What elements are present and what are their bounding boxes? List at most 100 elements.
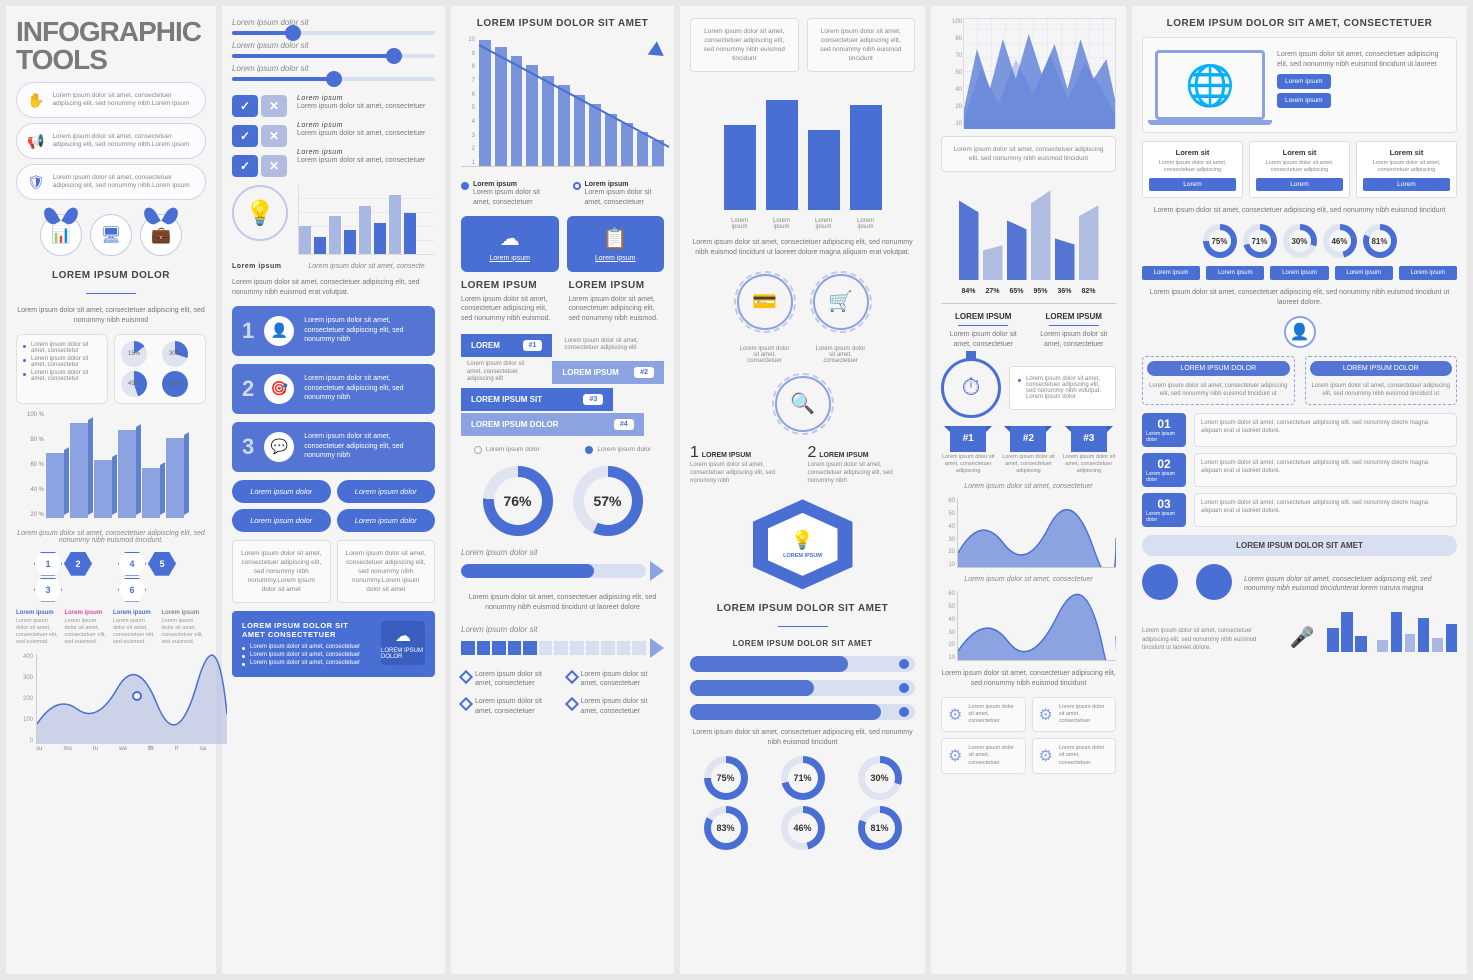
three-circle-icons: 📊 🖥 💼 (16, 214, 206, 256)
check-off[interactable]: ✕ (261, 95, 287, 117)
donut: 30% (858, 756, 902, 800)
diamond-icon (564, 697, 578, 711)
rank-3: #3 (1071, 426, 1107, 452)
podium (1327, 612, 1367, 652)
pill-button[interactable]: Lorem ipsum dolor (232, 480, 331, 503)
rank-2: #2 (1010, 426, 1046, 452)
wave-chart-2: 605040302010 (941, 591, 1116, 661)
ribbon-3: LOREM IPSUM SIT#3 (461, 388, 613, 411)
rank-badges: #1Lorem ipsum dolor sit amet, consectetu… (941, 426, 1116, 475)
numbered-text: 1 LOREM IPSUMLorem ipsum dolor sit amet,… (690, 444, 915, 485)
six-donuts: 75% 71% 30% 83% 46% 81% (690, 756, 915, 850)
diamond-list: Lorem ipsum dolor sit amet, consectetuer… (461, 697, 664, 717)
hex-6: 6 (118, 578, 146, 602)
btn[interactable]: Lorem ipsum (1206, 266, 1264, 280)
laptop-card: 🌐 Lorem ipsum dolor sit amet, consectetu… (1142, 37, 1457, 133)
donut: 30% (1283, 224, 1317, 258)
donut: 75% (704, 756, 748, 800)
podium-icon: 🎤 (1287, 622, 1317, 652)
megaphone-icon: 📢 (27, 130, 44, 152)
lorem-two: LOREM IPSUMLorem ipsum dolor sit amet, c… (941, 312, 1116, 350)
list-box[interactable]: 📋Lorem ipsum (567, 216, 665, 272)
card-1: Lorem sitLorem ipsum dolor sit amet, con… (1142, 141, 1243, 198)
diamond-icon (459, 670, 473, 684)
rank-1: #1 (950, 426, 986, 452)
arrow-icon (648, 41, 669, 62)
pill-button[interactable]: Lorem ipsum dolor (232, 509, 331, 532)
btn[interactable]: Lorem ipsum (1399, 266, 1457, 280)
btn[interactable]: Lorem ipsum (1142, 266, 1200, 280)
col3-title: LOREM IPSUM DOLOR SIT AMET (461, 18, 664, 29)
mini-donut: 30% (162, 341, 188, 367)
check-on[interactable]: ✓ (232, 155, 258, 177)
chat-icon: 💬 (264, 432, 294, 462)
chart-legend: Lorem ipsumLorem ipsum dolor sit amet, c… (461, 181, 664, 208)
mini-stats: Lorem ipsum dolor sit amet, consectetur … (16, 334, 206, 404)
step-3: 03Lorem ipsum dolorLorem ipsum dolor sit… (1142, 493, 1457, 527)
info-box-1: ✋Lorem ipsum dolor sit amet, consectetue… (16, 82, 206, 118)
num-card-1: 1👤Lorem ipsum dolor sit amet, consectetu… (232, 306, 435, 356)
gear-icons: 💳 🛒 (690, 274, 915, 330)
bar (46, 453, 64, 518)
tall-bar-chart (690, 80, 915, 210)
donut: 46% (781, 806, 825, 850)
hex-3: 3 (34, 578, 62, 602)
lightbulb-icon: 💡 (232, 185, 288, 241)
laptop-button-2[interactable]: Lorem ipsum (1277, 93, 1331, 108)
diamond-list: Lorem ipsum dolor sit amet, consectetuer… (461, 670, 664, 690)
slider-3[interactable]: Lorem ipsum dolor sit (232, 64, 435, 81)
gear-payment-icon: 💳 (737, 274, 793, 330)
check-off[interactable]: ✕ (261, 125, 287, 147)
donut-57: 57% (573, 466, 643, 536)
flag-bars (941, 180, 1116, 280)
gear-cart-icon: 🛒 (813, 274, 869, 330)
binoculars-icon (1142, 564, 1232, 604)
check-grid: ✓✕ ✓✕ ✓✕ Lorem ipsumLorem ipsum dolor si… (232, 95, 435, 177)
card-button[interactable]: Lorem (1149, 178, 1236, 191)
info-boxes: ✋Lorem ipsum dolor sit amet, consectetue… (16, 82, 206, 200)
top-boxes: Lorem ipsum dolor sit amet, consectetuer… (690, 18, 915, 72)
mini-donut-grid: 15% 30% 45% 100% (121, 341, 199, 397)
mini-donut: 15% (121, 341, 147, 367)
mini-columns: Lorem ipsumLorem ipsum dolor sit amet, c… (16, 610, 206, 647)
chart-icon: 📊 (40, 214, 82, 256)
slider-2[interactable]: Lorem ipsum dolor sit (232, 41, 435, 58)
wave-chart-1: 605040302010 (941, 498, 1116, 568)
percent-labels: 84%27%65%95%36%82% (941, 288, 1116, 295)
hexagon-center: 💡LOREM IPSUM (690, 499, 915, 589)
user-icon: 👤 (264, 316, 294, 346)
person-icon: 👤 (1284, 316, 1316, 348)
sliders: Lorem ipsum dolor sit Lorem ipsum dolor … (232, 18, 435, 87)
section-title: LOREM IPSUM DOLOR SIT AMET (690, 603, 915, 614)
check-on[interactable]: ✓ (232, 125, 258, 147)
section-title: LOREM IPSUM DOLOR (16, 270, 206, 281)
triangle-icon (650, 638, 664, 658)
laptop-button-1[interactable]: Lorem ipsum (1277, 74, 1331, 89)
bar (142, 468, 160, 518)
slider-1[interactable]: Lorem ipsum dolor sit (232, 18, 435, 35)
footer-bars (1377, 612, 1457, 652)
pill-button[interactable]: Lorem ipsum dolor (337, 480, 436, 503)
bar-labels: Lorem ipsumLorem ipsumLorem ipsumLorem i… (690, 218, 915, 230)
small-bar-chart (298, 185, 435, 255)
pill-buttons: Lorem ipsum dolor Lorem ipsum dolor Lore… (232, 480, 435, 532)
donut-legend: Lorem ipsum dolor Lorem ipsum dolor (461, 446, 664, 454)
target-icon: 🎯 (264, 374, 294, 404)
check-on[interactable]: ✓ (232, 95, 258, 117)
btn[interactable]: Lorem ipsum (1270, 266, 1328, 280)
card-button[interactable]: Lorem (1256, 178, 1343, 191)
num-card-3: 3💬Lorem ipsum dolor sit amet, consectetu… (232, 422, 435, 472)
five-buttons: Lorem ipsum Lorem ipsum Lorem ipsum Lorem i… (1142, 266, 1457, 280)
bar (766, 100, 798, 210)
five-donuts: 75% 71% 30% 46% 81% (1142, 224, 1457, 258)
bar-chart-3d: 100 % 80 % 60 % 40 % 20 % (16, 412, 206, 522)
ribbons: LOREM#1Lorem ipsum dolor sit amet, conse… (461, 332, 664, 438)
btn[interactable]: Lorem ipsum (1335, 266, 1393, 280)
donut: 46% (1323, 224, 1357, 258)
pill-button[interactable]: Lorem ipsum dolor (337, 509, 436, 532)
globe-icon: 🌐 (1155, 50, 1265, 120)
cloud-box[interactable]: ☁Lorem ipsum (461, 216, 559, 272)
card-button[interactable]: Lorem (1363, 178, 1450, 191)
check-off[interactable]: ✕ (261, 155, 287, 177)
cloud-icon: ☁LOREM IPSUM DOLOR (381, 621, 425, 665)
